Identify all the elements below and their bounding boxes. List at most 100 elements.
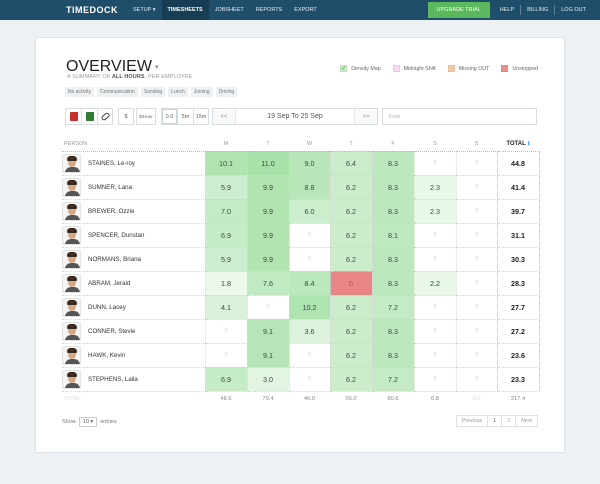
nav-jobsheet[interactable]: JOBSHEET [214,7,244,13]
table-row[interactable]: HAWK, Kevin 0 9.1 0 6.2 8.3 0 0 23.6 [62,343,540,368]
hours-cell[interactable]: 8.3 [371,271,414,296]
hours-cell[interactable]: 6.0 [288,199,330,224]
hours-cell[interactable]: 0 [413,319,456,344]
person-name[interactable]: CONNER, Stevie [88,327,136,335]
hours-cell[interactable]: 9.9 [246,175,289,200]
info-icon[interactable]: ℹ [527,140,530,147]
hours-cell[interactable]: 0 [246,295,289,320]
hours-cell[interactable]: 0 [288,223,330,248]
hours-cell[interactable]: 0 [455,271,497,296]
hours-cell[interactable]: 7.2 [371,295,414,320]
hours-cell[interactable]: 9.1 [246,343,289,368]
column-header-day[interactable]: M [205,137,247,152]
hours-cell[interactable]: 8.4 [288,271,330,296]
chevron-down-icon[interactable]: ▾ [154,63,159,71]
table-row[interactable]: STEPHENS, Laila 6.9 3.0 0 6.2 7.2 0 0 23.3 [62,367,540,392]
hours-cell[interactable]: 9.9 [246,247,289,272]
hours-cell[interactable]: 9.9 [246,199,289,224]
person-name[interactable]: ABRAM, Jerald [88,279,131,287]
person-cell[interactable]: BREWER, Ozzie [62,199,205,224]
excel-export-button[interactable] [81,108,97,125]
nav-timesheets[interactable]: TIMESHEETS [161,0,209,20]
nav-help[interactable]: HELP [499,7,515,13]
format-decimal-button[interactable]: 0.0 [161,108,177,125]
previous-page-button[interactable]: Previous [455,415,489,427]
tag-communication[interactable]: Communication [97,87,138,97]
hours-cell[interactable]: 4.1 [204,295,247,320]
hours-cell[interactable]: 0 [455,175,497,200]
format-15m-button[interactable]: 15m [193,108,209,125]
hours-cell[interactable]: 6.2 [329,199,372,224]
hours-cell[interactable]: 6.9 [204,367,247,392]
hours-cell[interactable]: 6.2 [329,247,372,272]
hours-cell[interactable]: 8.8 [288,175,330,200]
nav-reports[interactable]: REPORTS [255,7,283,13]
person-name[interactable]: SPENCER, Dunstan [88,231,145,239]
hours-cell[interactable]: 0 [455,151,497,176]
page-title[interactable]: OVERVIEW ▾ [66,58,158,76]
table-row[interactable]: SPENCER, Dunstan 6.9 9.9 0 6.2 8.1 0 0 31.1 [62,223,540,248]
hours-cell[interactable]: 0 [413,343,456,368]
hours-cell[interactable]: 0 [288,247,330,272]
hours-cell[interactable]: 0 [288,367,330,392]
person-cell[interactable]: CONNER, Stevie [62,319,205,344]
hours-cell[interactable]: 0 [204,343,247,368]
hours-cell[interactable]: 0 [204,319,247,344]
hours-cell[interactable]: 11.0 [246,151,289,176]
next-page-button[interactable]: Next [515,415,538,427]
hours-cell[interactable]: 1.8 [204,271,247,296]
hours-cell[interactable]: 7.6 [246,271,289,296]
tag-sanding[interactable]: Sanding [140,87,166,97]
column-header-day[interactable]: T [330,137,372,152]
upgrade-trial-button[interactable]: UPGRADE TRIAL [427,2,490,18]
person-cell[interactable]: NORMANS, Briana [62,247,205,272]
legend-density-map[interactable]: ✓ Density Map [340,65,381,72]
entries-select[interactable]: 10 ▾ [78,417,98,427]
person-name[interactable]: DUNN, Lacey [88,303,126,311]
hours-cell[interactable]: 0 [288,343,330,368]
hours-cell[interactable]: 9.0 [288,151,330,176]
hours-cell[interactable]: 3.6 [288,319,330,344]
find-input[interactable]: Find [382,108,537,125]
person-name[interactable]: SUMNER, Lana [88,183,133,191]
hours-cell[interactable]: 0 [455,199,497,224]
table-row[interactable]: DUNN, Lacey 4.1 0 10.2 6.2 7.2 0 0 27.7 [62,295,540,320]
hours-cell[interactable]: 7.0 [204,199,247,224]
table-row[interactable]: NORMANS, Briana 5.9 9.9 0 6.2 8.3 0 0 30.3 [62,247,540,272]
hours-cell[interactable]: 6.2 [329,343,372,368]
hours-cell[interactable]: 0 [329,271,372,296]
table-row[interactable]: BREWER, Ozzie 7.0 9.9 6.0 6.2 8.3 2.3 0 39.7 [62,199,540,224]
hours-cell[interactable]: 5.9 [204,247,247,272]
prev-week-button[interactable]: << [213,109,235,124]
hours-cell[interactable]: 8.3 [371,199,414,224]
tag-joining[interactable]: Joining [190,87,213,97]
hours-cell[interactable]: 8.3 [371,175,414,200]
column-header-total[interactable]: TOTAL ℹ [497,137,539,152]
person-name[interactable]: BREWER, Ozzie [88,207,135,215]
hours-cell[interactable]: 0 [455,247,497,272]
brand-logo[interactable]: TIMEDOCK [66,5,118,15]
hours-cell[interactable]: 6.2 [329,319,372,344]
hours-cell[interactable]: 8.1 [371,223,414,248]
tag-driving[interactable]: Driving [215,87,238,97]
hours-cell[interactable]: 0 [455,223,497,248]
hours-cell[interactable]: 6.9 [204,223,247,248]
hours-cell[interactable]: 10.2 [288,295,330,320]
hours-cell[interactable]: 0 [455,319,497,344]
hours-cell[interactable]: 8.3 [371,343,414,368]
hours-cell[interactable]: 0 [413,151,456,176]
person-cell[interactable]: SPENCER, Dunstan [62,223,205,248]
column-header-day[interactable]: W [289,137,330,152]
hours-cell[interactable]: 8.3 [371,319,414,344]
person-name[interactable]: HAWK, Kevin [88,351,126,359]
tag-no-activity[interactable]: No activity [65,87,95,97]
hours-cell[interactable]: 0 [455,343,497,368]
hours-cell[interactable]: 5.9 [204,175,247,200]
hours-cell[interactable]: 6.2 [329,295,372,320]
hours-cell[interactable]: 9.1 [246,319,289,344]
hours-cell[interactable]: 0 [455,367,497,392]
table-row[interactable]: CONNER, Stevie 0 9.1 3.6 6.2 8.3 0 0 27.2 [62,319,540,344]
share-link-button[interactable] [97,108,113,125]
hours-cell[interactable]: 0 [413,295,456,320]
currency-button[interactable]: $ [118,108,134,125]
